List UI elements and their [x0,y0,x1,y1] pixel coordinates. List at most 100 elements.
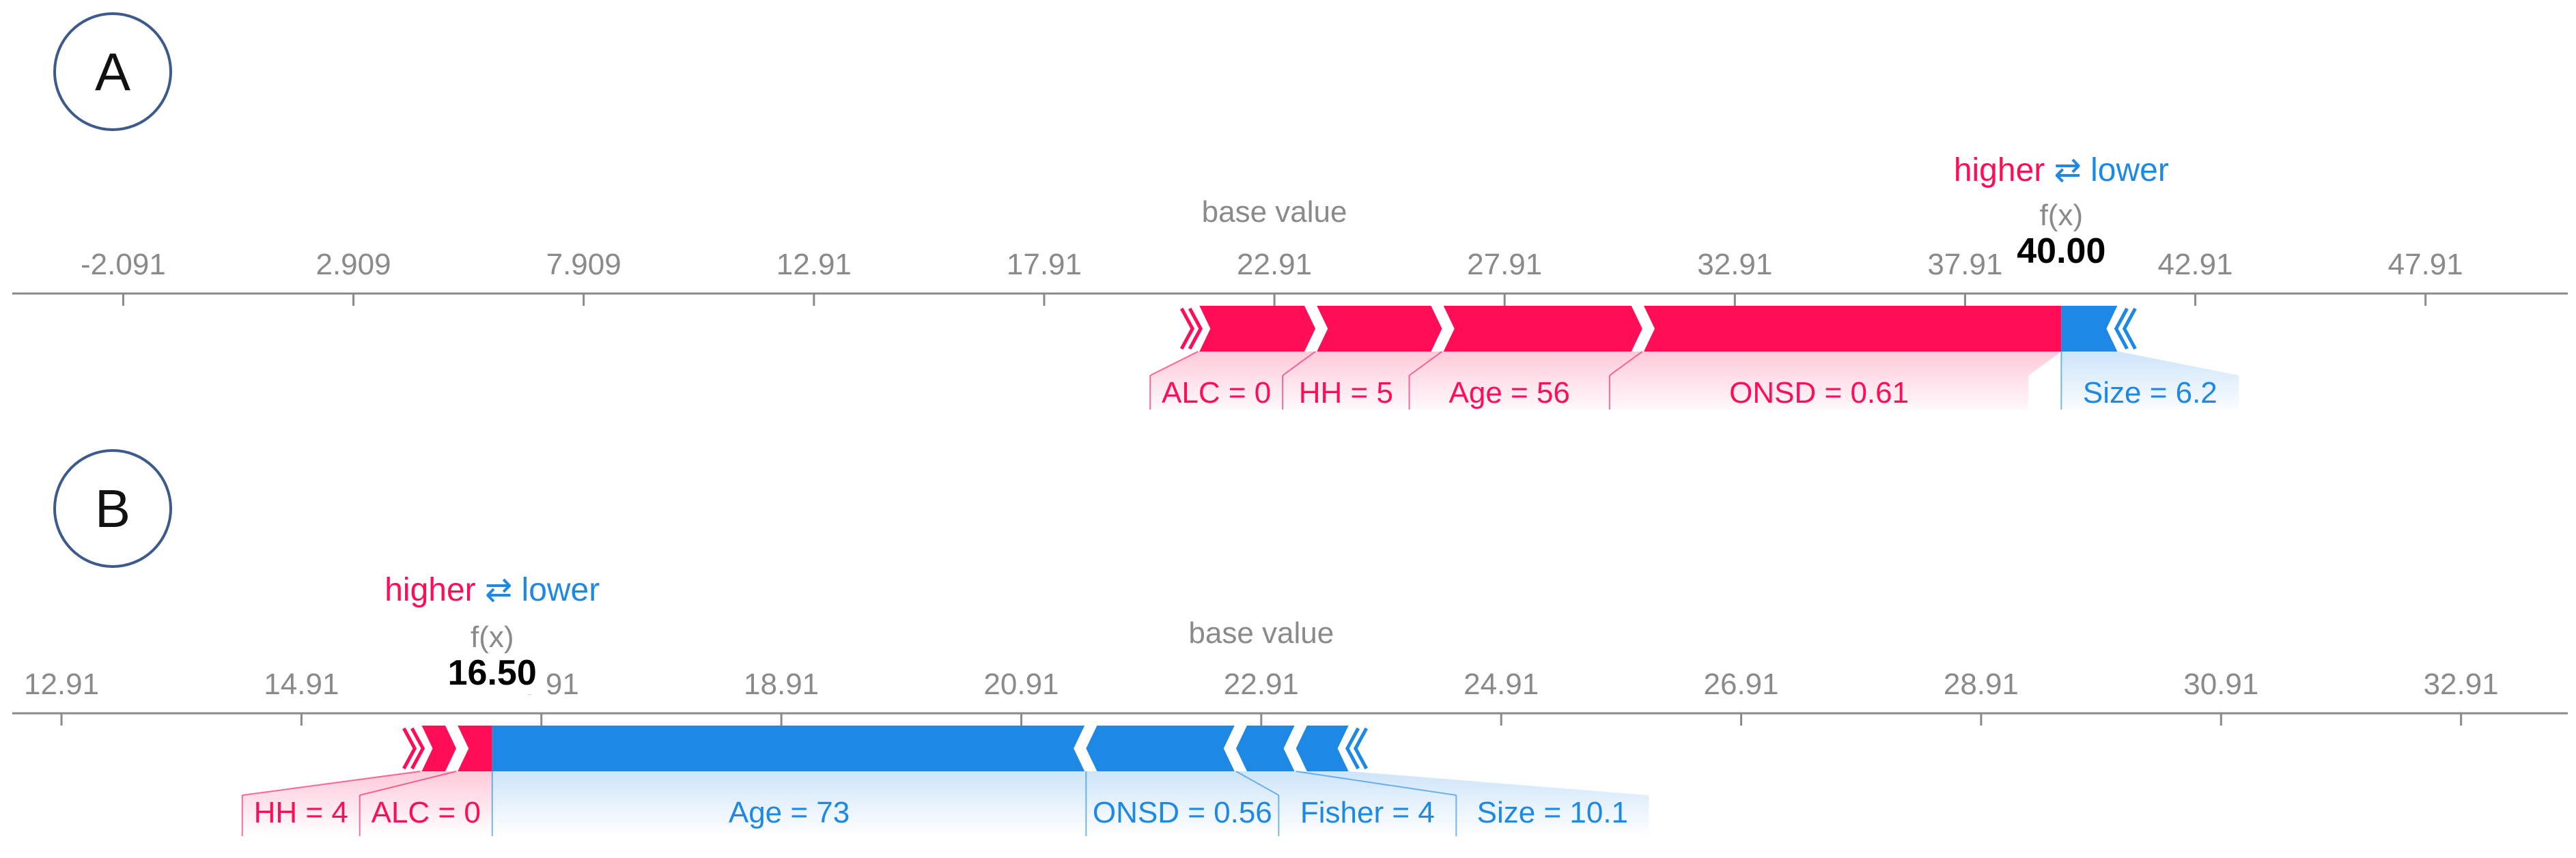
tick-label: 14.91 [264,668,339,701]
tick-label: 20.91 [983,668,1059,701]
tick-label: -2.091 [81,248,166,281]
negative-tail-chevron [1345,727,1360,770]
tick-label: 17.91 [1007,248,1082,281]
segment-separator [455,725,469,772]
label-fan-shading [1150,352,1316,410]
legend: higher ⇄ lower [1954,152,2169,188]
base-value-label: base value [1202,195,1347,229]
label-connector [1282,351,1316,376]
fx-value: 16.50 [448,653,537,693]
segment-separator [1337,725,1352,772]
label-connector [1408,351,1443,376]
positive-bar-segment [1198,306,1316,352]
segment-separator [1314,305,1328,352]
negative-bar-segment [492,726,1087,771]
label-fan-shading [1609,352,2062,410]
feature-label: Size = 10.1 [1477,796,1628,829]
feature-label: ONSD = 0.56 [1093,796,1272,829]
tick-label: 7.909 [546,248,621,281]
panel-label-text: A [94,41,131,102]
negative-tail-chevron [1353,727,1369,770]
tick-label: 2.909 [316,248,391,281]
segment-separator [1074,725,1088,772]
label-connector [1149,351,1199,376]
label-connector [1235,771,1279,796]
tick-label: 32.91 [2424,668,2499,701]
tick-label: 28.91 [1944,668,2019,701]
label-fan-shading [1283,352,1442,410]
tick-label: 22.91 [1237,248,1312,281]
segment-separator [419,725,433,772]
label-connector [242,771,421,796]
negative-bar-segment [2061,306,2119,352]
segment-separator [1640,305,1655,352]
tick-label: 26.91 [1704,668,1779,701]
fx-value: 40.00 [2017,231,2105,271]
segment-separator [1283,725,1298,772]
tick-label: 47.91 [2388,248,2463,281]
tick-label: 27.91 [1467,248,1542,281]
fx-value-background [438,653,546,694]
tick-label: 30.91 [2183,668,2258,701]
positive-bar-segment [456,726,492,771]
panel-label-a: A [53,12,172,131]
label-connector [1609,351,1643,376]
label-fan-shading [1086,771,1279,836]
segment-separator [1223,725,1237,772]
panel-label-b: B [53,449,172,568]
positive-tail-chevron [410,727,425,770]
feature-label: HH = 4 [254,796,348,829]
segment-separator [1196,305,1211,352]
legend-higher: higher [384,572,485,608]
label-fan-shading [242,771,457,836]
negative-bar-segment [1235,726,1296,771]
negative-tail-chevron [2114,307,2129,350]
positive-tail-chevron [1179,307,1194,350]
feature-label: HH = 5 [1299,376,1393,410]
label-fan-shading [2061,352,2239,410]
base-value-label: base value [1188,616,1334,650]
feature-label: Age = 56 [1449,376,1570,410]
legend-lower: lower [2090,152,2169,188]
fx-value-background [2007,231,2116,272]
force-plot-b: 12.9114.9116.9118.9120.9122.9124.9126.91… [12,572,2568,836]
feature-label: Age = 73 [729,796,850,829]
segment-separator [1440,305,1455,352]
tick-label: 32.91 [1697,248,1772,281]
tick-label: 22.91 [1224,668,1299,701]
label-fan-shading [1409,352,1642,410]
legend: higher ⇄ lower [384,572,600,608]
feature-label: Fisher = 4 [1300,796,1435,829]
tick-label: 12.91 [776,248,852,281]
positive-bar-segment [1442,306,1642,352]
positive-tail-chevron [402,727,417,770]
fx-label: f(x) [2040,199,2084,232]
positive-tail-chevron [1188,307,1203,350]
tick-label: 37.91 [1927,248,2002,281]
label-fan-shading [1296,771,1649,836]
legend-lower: lower [522,572,600,608]
feature-label: ALC = 0 [372,796,481,829]
feature-label: ALC = 0 [1162,376,1271,410]
tick-label: 24.91 [1464,668,1539,701]
feature-label: ONSD = 0.61 [1729,376,1909,410]
panel-label-text: B [94,478,131,539]
tick-label: 18.91 [744,668,819,701]
segment-separator [2106,305,2120,352]
positive-bar-segment [1642,306,2062,352]
label-connector [1296,771,1457,796]
positive-bar-segment [1315,306,1442,352]
negative-bar-segment [1086,726,1236,771]
negative-tail-chevron [2122,307,2137,350]
negative-bar-segment [1296,726,1350,771]
label-fan-shading [492,771,1087,836]
positive-bar-segment [420,726,457,771]
feature-label: Size = 6.2 [2083,376,2217,410]
legend-arrows-icon: ⇄ [2054,152,2091,188]
tick-label: 42.91 [2157,248,2232,281]
label-connector [359,771,457,796]
tick-label: 12.91 [24,668,99,701]
force-plot-a: -2.091 2.909 7.909 12.91 17.91 22.91 27.91 32.9… [12,152,2568,410]
fx-label: f(x) [471,620,514,654]
legend-arrows-icon: ⇄ [485,572,522,608]
